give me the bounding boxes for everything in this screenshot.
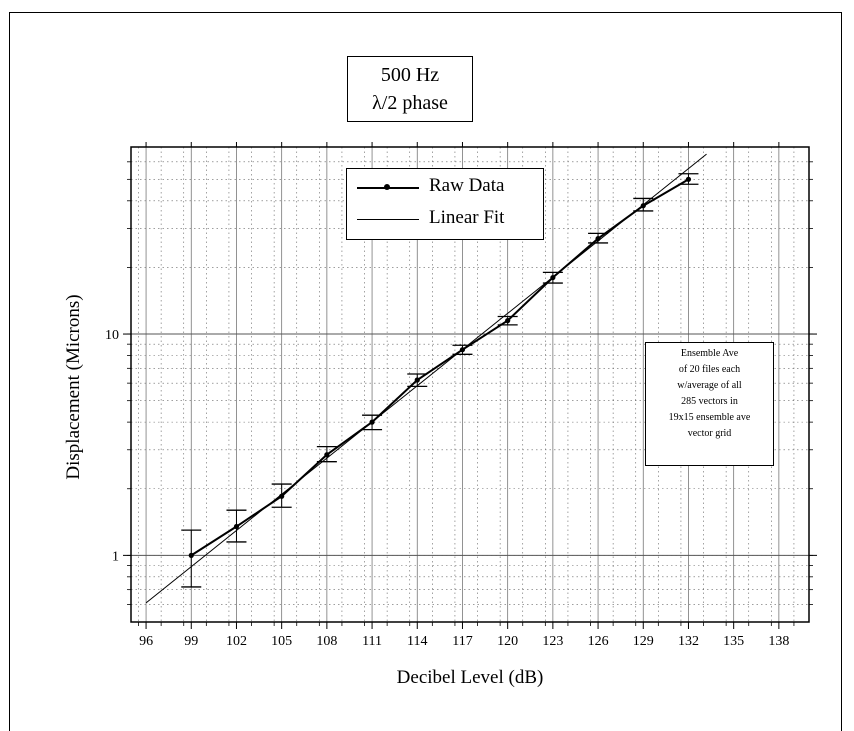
x-tick-label: 102: [226, 634, 247, 649]
y-tick-label: 1: [112, 549, 119, 564]
data-point-raw-data: [279, 493, 285, 499]
annotation-line: Ensemble Ave: [680, 348, 739, 359]
x-tick-label: 135: [723, 634, 744, 649]
x-tick-label: 129: [633, 634, 654, 649]
x-tick-label: 105: [271, 634, 292, 649]
x-tick-label: 123: [542, 634, 563, 649]
chart-title-box: 500 Hz λ/2 phase: [347, 56, 473, 122]
series-linear-fit-line: [145, 153, 707, 604]
chart-title: 500 Hz: [380, 64, 440, 86]
x-tick-label: 99: [184, 634, 198, 649]
data-point-raw-data: [414, 377, 420, 383]
annotation-line: 285 vectors in: [681, 396, 738, 407]
data-point-raw-data: [324, 452, 330, 458]
legend-item-linear-fit: Linear Fit: [347, 205, 543, 235]
legend-swatch-linear-fit: [357, 219, 419, 220]
y-tick-label: 10: [105, 328, 119, 343]
annotation-line: vector grid: [687, 428, 732, 439]
x-axis-label: Decibel Level (dB): [396, 667, 544, 688]
y-axis-label: Displacement (Microns): [63, 294, 84, 480]
legend-item-raw-data: Raw Data: [347, 173, 543, 203]
figure-frame: [9, 12, 842, 731]
annotation-line: w/average of all: [677, 380, 742, 391]
legend: Raw Data Linear Fit: [346, 168, 544, 240]
x-tick-label: 114: [407, 634, 427, 649]
annotation-line: 19x15 ensemble ave: [668, 412, 751, 423]
legend-label-raw-data: Raw Data: [429, 175, 505, 196]
x-tick-label: 111: [362, 634, 382, 649]
x-tick-label: 108: [316, 634, 337, 649]
data-point-raw-data: [550, 274, 556, 281]
data-point-raw-data: [459, 347, 466, 353]
data-point-raw-data: [233, 523, 240, 530]
data-point-raw-data: [188, 552, 194, 558]
x-tick-label: 138: [768, 634, 789, 649]
x-tick-label: 96: [139, 634, 153, 649]
legend-swatch-raw-data: [357, 184, 419, 190]
x-tick-label: 117: [452, 634, 472, 649]
data-point-raw-data: [369, 419, 375, 425]
x-tick-label: 126: [588, 634, 609, 649]
plot-area-border: [130, 146, 810, 623]
x-tick-label: 132: [678, 634, 699, 649]
chart-subtitle: λ/2 phase: [372, 92, 448, 114]
data-point-raw-data: [640, 203, 646, 209]
data-point-raw-data: [505, 318, 511, 324]
annotation-box: Ensemble Ave of 20 files each w/average …: [645, 342, 774, 466]
x-tick-label: 120: [497, 634, 518, 649]
annotation-line: of 20 files each: [678, 364, 741, 375]
data-point-raw-data: [685, 176, 692, 182]
data-point-raw-data: [595, 235, 601, 242]
legend-label-linear-fit: Linear Fit: [429, 207, 505, 228]
